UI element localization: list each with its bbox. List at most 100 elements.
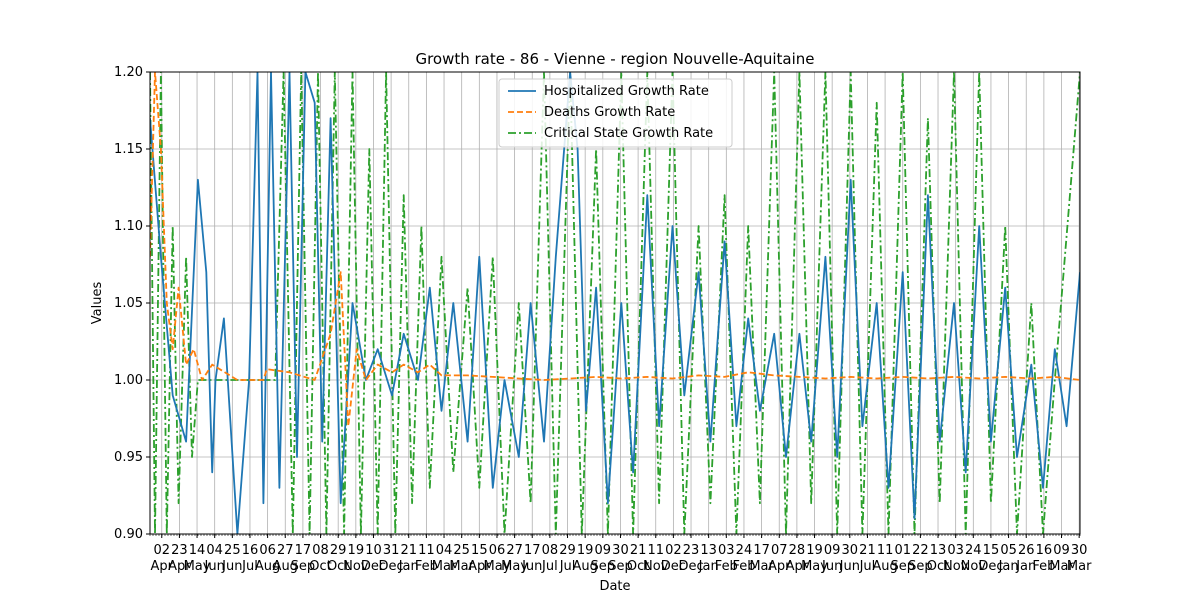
x-tick-day: 05 — [1000, 543, 1017, 558]
x-tick-month: Jan — [1015, 559, 1036, 574]
x-tick-day: 21 — [630, 543, 647, 558]
x-tick-day: 02 — [153, 543, 170, 558]
x-tick-day: 16 — [242, 543, 259, 558]
x-tick-month: May — [801, 559, 828, 574]
x-tick-day: 28 — [789, 543, 806, 558]
x-tick-month: Apr — [468, 559, 491, 574]
x-tick-day: 23 — [683, 543, 700, 558]
x-tick-month: Jun — [204, 559, 225, 574]
x-tick-month: Oct — [309, 559, 331, 574]
x-tick-day: 21 — [859, 543, 876, 558]
x-tick-day: 15 — [471, 543, 488, 558]
x-tick-day: 19 — [577, 543, 594, 558]
x-tick-day: 13 — [700, 543, 717, 558]
x-tick-day: 11 — [647, 543, 664, 558]
x-tick-month: Nov — [643, 559, 669, 574]
x-tick-month: Sep — [890, 559, 915, 574]
x-tick-day: 15 — [983, 543, 1000, 558]
x-tick-month: Apr — [168, 559, 191, 574]
x-tick-month: Oct — [627, 559, 649, 574]
series-lines — [150, 72, 1080, 534]
x-tick-day: 10 — [365, 543, 382, 558]
x-tick-day: 29 — [559, 543, 576, 558]
x-tick-month: Mar — [432, 559, 457, 574]
series-line-1 — [150, 72, 1080, 428]
y-tick-label: 0.95 — [114, 450, 143, 465]
y-tick-label: 1.05 — [114, 296, 143, 311]
x-tick-month: Jun — [839, 559, 860, 574]
series-line-2 — [150, 72, 1080, 534]
x-tick-month: Feb — [715, 559, 738, 574]
x-tick-month: Mar — [1067, 559, 1092, 574]
x-tick-month: Sep — [591, 559, 616, 574]
x-tick-day: 03 — [718, 543, 735, 558]
x-tick-month: Jun — [521, 559, 542, 574]
x-tick-day: 04 — [206, 543, 223, 558]
x-tick-month: Jan — [998, 559, 1019, 574]
x-tick-month: Jan — [398, 559, 419, 574]
x-tick-month: Oct — [927, 559, 949, 574]
x-tick-month: Dec — [678, 559, 703, 574]
x-tick-day: 08 — [312, 543, 329, 558]
x-axis-ticks: 02Apr23Apr14May04Jun25Jun16Jul06Aug27Aug… — [149, 534, 1092, 574]
x-tick-month: Jul — [859, 559, 876, 574]
x-tick-month: Dec — [361, 559, 386, 574]
x-tick-day: 09 — [1053, 543, 1070, 558]
x-tick-month: Oct — [327, 559, 349, 574]
x-tick-day: 09 — [595, 543, 612, 558]
x-tick-day: 30 — [612, 543, 629, 558]
x-tick-month: Aug — [273, 559, 298, 574]
x-axis-label: Date — [599, 579, 630, 594]
x-tick-day: 26 — [1018, 543, 1035, 558]
legend-label: Deaths Growth Rate — [544, 105, 675, 120]
x-tick-day: 17 — [753, 543, 770, 558]
x-tick-day: 02 — [665, 543, 682, 558]
x-tick-month: Mar — [449, 559, 474, 574]
x-tick-day: 14 — [189, 543, 206, 558]
x-tick-month: Jul — [241, 559, 258, 574]
x-tick-day: 30 — [1071, 543, 1088, 558]
x-tick-month: Sep — [908, 559, 933, 574]
x-tick-day: 03 — [947, 543, 964, 558]
x-tick-month: Feb — [1032, 559, 1055, 574]
y-axis-ticks: 0.90 0.95 1.00 1.05 1.10 1.15 1.20 — [114, 65, 150, 542]
x-tick-day: 16 — [1036, 543, 1053, 558]
x-tick-day: 23 — [171, 543, 188, 558]
x-tick-month: Sep — [608, 559, 633, 574]
x-tick-day: 22 — [912, 543, 929, 558]
series-line-0 — [150, 72, 1080, 534]
chart-title: Growth rate - 86 - Vienne - region Nouve… — [415, 50, 814, 68]
x-tick-day: 17 — [524, 543, 541, 558]
x-tick-month: Sep — [291, 559, 316, 574]
x-tick-month: Feb — [732, 559, 755, 574]
x-tick-month: Aug — [872, 559, 897, 574]
x-tick-month: Jun — [821, 559, 842, 574]
x-tick-month: Apr — [786, 559, 809, 574]
x-tick-day: 29 — [330, 543, 347, 558]
x-tick-day: 19 — [348, 543, 365, 558]
grid — [150, 71, 1080, 535]
x-tick-day: 06 — [489, 543, 506, 558]
x-tick-month: Dec — [978, 559, 1003, 574]
y-axis-label: Values — [90, 282, 105, 325]
x-tick-month: Jan — [698, 559, 719, 574]
x-tick-day: 13 — [930, 543, 947, 558]
x-tick-day: 01 — [894, 543, 911, 558]
x-tick-day: 31 — [383, 543, 400, 558]
legend-label: Critical State Growth Rate — [544, 126, 713, 141]
x-tick-month: May — [184, 559, 211, 574]
x-tick-month: May — [501, 559, 528, 574]
x-tick-month: Mar — [749, 559, 774, 574]
x-tick-month: Dec — [379, 559, 404, 574]
y-tick-label: 1.10 — [114, 219, 143, 234]
x-tick-month: Nov — [961, 559, 987, 574]
x-tick-day: 19 — [806, 543, 823, 558]
x-tick-month: Mar — [1049, 559, 1074, 574]
x-tick-day: 11 — [418, 543, 435, 558]
x-tick-month: Feb — [415, 559, 438, 574]
x-tick-day: 25 — [224, 543, 241, 558]
x-tick-day: 27 — [506, 543, 523, 558]
x-tick-day: 21 — [400, 543, 417, 558]
y-tick-label: 1.15 — [114, 142, 143, 157]
